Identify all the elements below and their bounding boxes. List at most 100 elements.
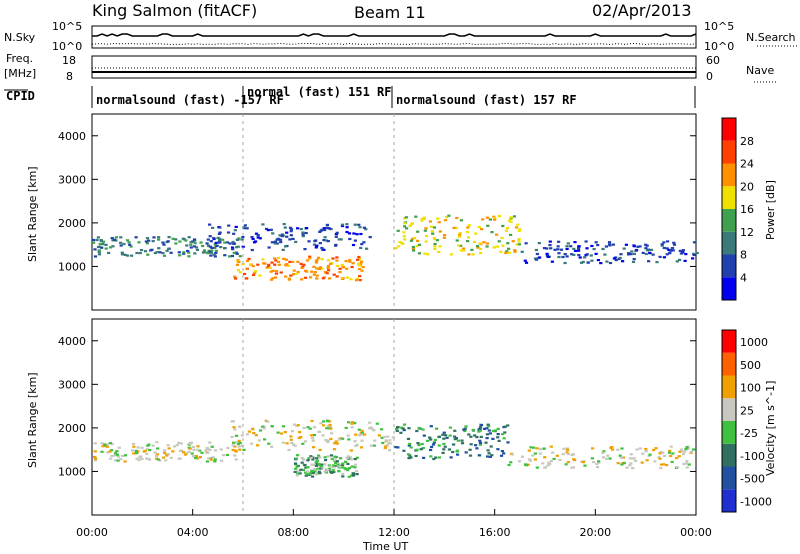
velocity-cell <box>293 444 297 447</box>
velocity-cell <box>372 429 376 432</box>
velocity-cell <box>308 473 312 476</box>
power-cell <box>208 223 212 226</box>
power-cell <box>289 274 293 277</box>
power-cell <box>165 249 169 252</box>
velocity-cell <box>191 455 195 458</box>
velocity-region-2 <box>293 454 359 478</box>
velocity-cell <box>312 434 317 437</box>
power-cell <box>139 249 144 252</box>
power-cell <box>433 245 437 248</box>
velocity-cell <box>686 447 690 450</box>
velocity-cell <box>177 441 181 444</box>
velocity-cell <box>314 464 319 467</box>
velocity-cell <box>618 454 622 457</box>
power-cell <box>627 252 631 255</box>
velocity-cell <box>298 431 302 434</box>
power-cell <box>235 263 239 266</box>
power-cell <box>212 253 216 256</box>
power-region-0 <box>92 236 245 258</box>
velocity-cell <box>295 465 299 468</box>
power-cell <box>285 235 289 238</box>
power-cell <box>327 259 331 262</box>
velocity-cell <box>140 457 144 460</box>
power-cell <box>403 225 407 228</box>
velocity-colorbar-tick: -500 <box>740 473 765 486</box>
power-ytick-label: 2000 <box>58 217 86 230</box>
power-cell <box>511 240 515 243</box>
power-cell <box>495 233 499 236</box>
velocity-cell <box>191 445 195 449</box>
power-cell <box>681 249 685 252</box>
velocity-cell <box>137 458 141 462</box>
velocity-cell <box>339 457 343 460</box>
power-cell <box>258 274 262 277</box>
power-cell <box>320 267 324 270</box>
power-cell <box>424 234 429 238</box>
date-title: 02/Apr/2013 <box>592 1 692 20</box>
power-cell <box>660 244 664 247</box>
velocity-cell <box>406 453 411 456</box>
power-cell <box>605 260 609 263</box>
velocity-cell <box>455 450 459 453</box>
power-cell <box>97 253 102 256</box>
velocity-colorbar-swatch <box>722 466 736 490</box>
velocity-cell <box>242 448 246 451</box>
power-cell <box>189 243 193 246</box>
power-cell <box>301 235 305 238</box>
velocity-cell <box>213 458 217 461</box>
velocity-cell <box>315 459 319 462</box>
velocity-cell <box>326 420 330 423</box>
power-cell <box>221 238 225 241</box>
power-cell <box>515 243 519 246</box>
power-cell <box>467 224 471 227</box>
velocity-cell <box>153 451 157 454</box>
velocity-cell <box>251 428 255 431</box>
power-cell <box>187 251 191 254</box>
velocity-cell <box>375 422 379 425</box>
velocity-cell <box>235 441 239 444</box>
power-cell <box>309 276 313 279</box>
velocity-cell <box>532 446 536 449</box>
power-colorbar-tick: 20 <box>740 180 754 193</box>
velocity-cell <box>406 437 411 440</box>
velocity-region-3 <box>394 423 510 461</box>
velocity-cell <box>281 425 286 428</box>
velocity-cell <box>488 455 492 458</box>
power-colorbar-swatch <box>722 140 736 164</box>
velocity-colorbar-swatch <box>722 398 736 421</box>
power-cell <box>104 247 108 250</box>
power-cell <box>430 230 434 233</box>
power-cell <box>546 255 550 258</box>
velocity-cell <box>308 427 312 430</box>
power-cell <box>326 267 330 270</box>
velocity-cell <box>661 451 665 454</box>
power-cell <box>143 250 148 253</box>
velocity-colorbar-swatch <box>722 421 736 444</box>
power-cell <box>354 279 358 282</box>
velocity-cell <box>357 434 361 437</box>
velocity-cell <box>103 444 107 447</box>
power-cell <box>348 260 352 263</box>
velocity-cell <box>221 454 226 457</box>
power-cell <box>589 254 593 257</box>
power-cell <box>513 250 517 253</box>
velocity-cell <box>382 435 387 439</box>
velocity-cell <box>380 428 384 431</box>
power-cell <box>585 247 589 250</box>
power-cell <box>478 247 482 251</box>
power-cell <box>348 237 352 241</box>
power-cell <box>331 257 335 260</box>
velocity-cell <box>315 457 319 460</box>
velocity-cell <box>487 429 491 432</box>
velocity-cell <box>317 462 321 465</box>
power-cell <box>449 253 453 256</box>
velocity-cell <box>281 441 285 444</box>
velocity-cell <box>262 427 266 430</box>
power-cell <box>301 265 305 268</box>
power-cell <box>253 271 257 274</box>
power-cell <box>324 239 328 242</box>
velocity-cell <box>394 427 399 430</box>
power-cell <box>349 278 353 281</box>
velocity-cell <box>499 454 504 457</box>
power-cell <box>192 238 197 241</box>
